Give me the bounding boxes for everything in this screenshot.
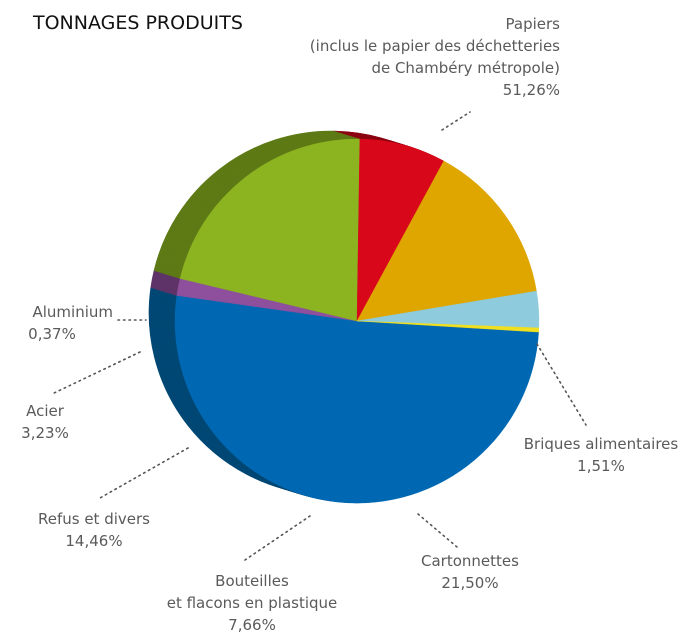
leader-line-bouteilles bbox=[244, 515, 311, 561]
chart-title: TONNAGES PRODUITS bbox=[32, 12, 243, 34]
pie-slice-aluminium bbox=[356, 320, 540, 333]
leader-line-acier bbox=[51, 351, 141, 395]
slice-label-cartonnettes: Cartonnettes 21,50% bbox=[421, 552, 519, 592]
leader-line-briques bbox=[536, 343, 587, 426]
slice-value-bouteilles: 7,66% bbox=[228, 616, 276, 634]
leader-line-cartonnettes bbox=[417, 513, 458, 548]
leader-line-refus bbox=[99, 447, 189, 499]
slice-value-briques: 1,51% bbox=[577, 457, 625, 475]
slice-label-bouteilles: Bouteilles et flacons en plastique 7,66% bbox=[167, 572, 338, 634]
slice-value-aluminium: 0,37% bbox=[28, 325, 76, 343]
leader-line-papiers bbox=[441, 111, 471, 131]
slice-label-refus: Refus et divers 14,46% bbox=[38, 510, 150, 550]
slice-label-acier: Acier 3,23% bbox=[21, 402, 69, 442]
slice-label-aluminium: Aluminium 0,37% bbox=[28, 303, 113, 343]
slice-value-acier: 3,23% bbox=[21, 424, 69, 442]
slice-value-papiers: 51,26% bbox=[503, 81, 560, 99]
pie-slice-cartonnettes bbox=[179, 138, 361, 322]
pie-slices bbox=[174, 138, 540, 504]
pie-slice-refus bbox=[356, 160, 537, 322]
slice-labels: Papiers (inclus le papier des déchetterie… bbox=[21, 15, 678, 634]
leader-lines bbox=[51, 111, 587, 561]
pie-slice-papiers bbox=[174, 295, 539, 504]
slice-label-papiers: Papiers (inclus le papier des déchetterie… bbox=[310, 15, 560, 99]
slice-value-cartonnettes: 21,50% bbox=[441, 574, 498, 592]
slice-value-refus: 14,46% bbox=[65, 532, 122, 550]
slice-label-briques: Briques alimentaires 1,51% bbox=[524, 435, 679, 475]
